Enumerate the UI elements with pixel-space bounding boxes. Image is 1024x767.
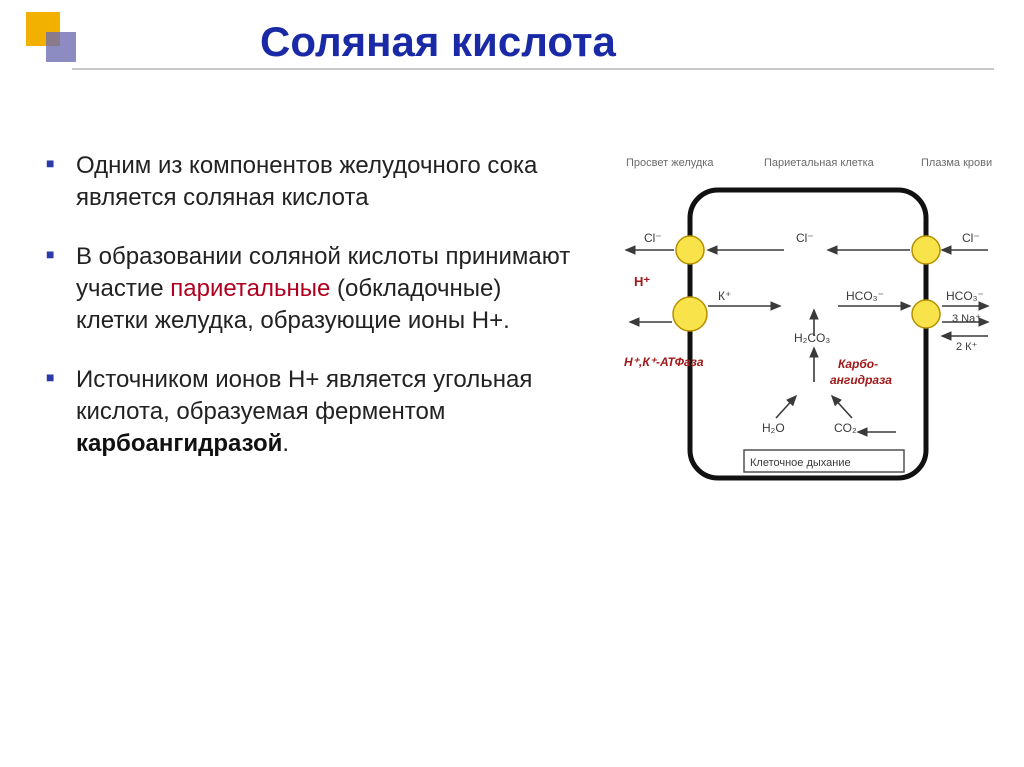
membrane-pump bbox=[673, 297, 707, 331]
bullet-text: . bbox=[282, 430, 289, 457]
region-label: Париетальная клетка bbox=[764, 157, 875, 169]
membrane-pump bbox=[912, 300, 940, 328]
bullet-text: Одним из компонентов желудочного сока яв… bbox=[76, 152, 537, 211]
flow-arrow bbox=[776, 396, 796, 418]
parietal-cell-diagram: Просвет желудка Париетальная клетка Плазма… bbox=[616, 150, 996, 510]
membrane-pump bbox=[676, 236, 704, 264]
region-label: Просвет желудка bbox=[626, 157, 714, 169]
chem-label: Cl⁻ bbox=[796, 231, 814, 245]
chem-label: H₂O bbox=[762, 421, 785, 435]
chem-label: ангидраза bbox=[830, 373, 892, 387]
chem-label: Cl⁻ bbox=[962, 231, 980, 245]
membrane-pump bbox=[912, 236, 940, 264]
slide-title: Соляная кислота bbox=[260, 18, 616, 66]
bold-term: карбоангидразой bbox=[76, 430, 282, 457]
chem-label: HCO₃⁻ bbox=[946, 289, 984, 303]
chem-label: H₂CO₃ bbox=[794, 331, 830, 345]
chem-label: Карбо- bbox=[838, 357, 878, 371]
bullet-item: Одним из компонентов желудочного сока яв… bbox=[40, 150, 580, 213]
chem-label: 3 Na⁺ bbox=[952, 313, 981, 325]
chem-label: CO₂ bbox=[834, 421, 857, 435]
chem-label: HCO₃⁻ bbox=[846, 289, 884, 303]
chem-label: Клеточное дыхание bbox=[750, 457, 851, 469]
bullet-item: Источником ионов Н+ является угольная ки… bbox=[40, 364, 580, 459]
chem-label: Cl⁻ bbox=[644, 231, 662, 245]
bullet-text: Источником ионов Н+ является угольная ки… bbox=[76, 366, 532, 425]
chem-label: Н⁺,К⁺-АТФаза bbox=[624, 355, 704, 369]
deco-square-purple bbox=[46, 32, 76, 62]
chem-label: H⁺ bbox=[634, 274, 650, 289]
bullet-list: Одним из компонентов желудочного сока яв… bbox=[40, 150, 580, 487]
title-underline bbox=[72, 68, 994, 70]
flow-arrow bbox=[832, 396, 852, 418]
region-label: Плазма крови bbox=[921, 157, 992, 169]
slide-corner-decoration bbox=[0, 12, 72, 84]
highlight-term: париетальные bbox=[170, 275, 330, 302]
chem-label: К⁺ bbox=[718, 289, 731, 303]
chem-label: 2 К⁺ bbox=[956, 341, 978, 353]
bullet-item: В образовании соляной кислоты принимают … bbox=[40, 241, 580, 336]
